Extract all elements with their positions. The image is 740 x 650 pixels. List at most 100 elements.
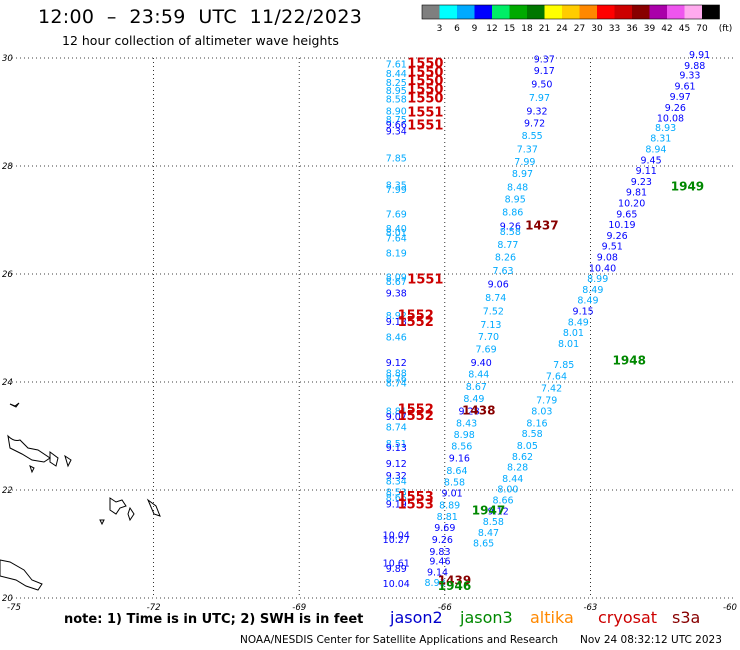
track-value-label: 7.85 — [386, 154, 407, 165]
track-value-label: 1437 — [525, 219, 558, 233]
track-value-label: 1551 — [407, 105, 443, 120]
color-swatch — [649, 5, 667, 19]
longitude-tick-label: -66 — [438, 603, 452, 613]
track-value-label: 8.77 — [497, 240, 518, 251]
page-title: 12:00 – 23:59 UTC 11/22/2023 — [38, 6, 363, 28]
track-value-label: 8.46 — [386, 332, 407, 343]
color-scale-label: 45 — [679, 24, 690, 34]
track-value-label: 9.69 — [434, 523, 455, 534]
track-value-label: 8.67 — [386, 277, 407, 288]
track-value-label: 8.47 — [478, 528, 499, 539]
longitude-tick-label: -69 — [292, 603, 306, 613]
track-value-label: 9.12 — [386, 358, 407, 369]
track-value-label: 8.89 — [439, 500, 460, 511]
track-value-label: 10.04 — [383, 579, 410, 590]
legend-s3a: s3a — [672, 608, 701, 627]
track-value-label: 8.65 — [473, 539, 494, 550]
track-value-label: 9.37 — [534, 54, 555, 65]
track-value-label: 8.35 — [386, 181, 407, 192]
track-value-label: 9.26 — [607, 231, 628, 242]
track-value-label: 9.17 — [534, 66, 555, 77]
color-swatch — [667, 5, 685, 19]
track-value-label: 9.26 — [432, 535, 453, 546]
track-value-label: 9.14 — [427, 567, 448, 578]
track-value-label: 8.00 — [497, 485, 518, 496]
track-value-label: 1553 — [398, 497, 434, 512]
track-value-label: 9.66 — [386, 120, 407, 131]
track-value-label: 8.25 — [386, 78, 407, 89]
color-scale-label: 27 — [574, 24, 585, 34]
track-value-label: 7.37 — [517, 145, 538, 156]
color-swatch — [562, 5, 580, 19]
track-value-label: 8.62 — [512, 452, 533, 463]
color-scale-bar: 3 6 9 12 15 18 21 24 27 30 33 36 39 42 45 70 (ft) — [421, 4, 732, 34]
island-outline — [49, 451, 59, 467]
track-value-label: 1550 — [407, 74, 443, 89]
track-value-label: 7.97 — [529, 93, 550, 104]
track-value-label: 10.20 — [618, 199, 645, 210]
track-value-label: 10.61 — [383, 559, 410, 570]
track-value-label: 7.64 — [386, 234, 407, 245]
latitude-tick-label: 30 — [2, 54, 13, 64]
track-value-label: 9.91 — [689, 50, 710, 61]
track-value-label: 9.34 — [386, 127, 407, 138]
track-value-label: 8.53 — [386, 487, 407, 498]
track-value-label: 8.49 — [463, 394, 484, 405]
track-value-label: 9.32 — [386, 471, 407, 482]
track-value-label: 9.72 — [524, 119, 545, 130]
track-value-label: 8.58 — [386, 94, 407, 105]
track-value-label: 8.95 — [386, 86, 407, 97]
track-value-label: 8.44 — [386, 69, 407, 80]
track-value-label: 10.04 — [383, 531, 410, 542]
color-scale-label: 30 — [591, 24, 603, 34]
color-swatch — [457, 5, 475, 19]
track-value-label: 9.97 — [670, 92, 691, 103]
legend-jason3: jason3 — [460, 608, 513, 627]
color-scale-label: 3 — [437, 24, 443, 34]
track-value-label: 7.99 — [386, 185, 407, 196]
track-value-label: 9.12 — [488, 506, 509, 517]
track-value-label: 9.13 — [386, 443, 407, 454]
track-value-label: 9.50 — [531, 80, 552, 91]
track-value-label: 8.81 — [386, 406, 407, 417]
color-scale-label: 24 — [556, 24, 568, 34]
color-swatch — [527, 5, 545, 19]
color-scale-label: 39 — [644, 24, 656, 34]
credit-line: NOAA/NESDIS Center for Satellite Applica… — [240, 634, 558, 646]
track-value-label: 8.44 — [468, 370, 489, 381]
island-outline — [109, 497, 127, 515]
track-value-label: 8.81 — [437, 512, 458, 523]
track-value-label: 8.97 — [512, 169, 533, 180]
track-value-label: 9.15 — [573, 307, 594, 318]
track-value-label: 8.26 — [495, 253, 516, 264]
track-value-label: 9.26 — [665, 103, 686, 114]
longitude-tick-label: -75 — [7, 603, 21, 613]
track-value-label: 1552 — [398, 308, 434, 323]
track-value-label: 7.70 — [478, 332, 499, 343]
color-swatch — [492, 5, 510, 19]
track-value-label: 8.58 — [500, 227, 521, 238]
track-value-label: 1550 — [407, 57, 443, 72]
track-value-label: 8.49 — [582, 285, 603, 296]
legend-jason2: jason2 — [390, 608, 443, 627]
track-value-label: 9.23 — [631, 177, 652, 188]
track-value-label: 8.66 — [386, 493, 407, 504]
track-value-label: 8.90 — [386, 107, 407, 118]
latitude-tick-label: 22 — [2, 486, 13, 496]
satellite-track-labels: 7.618.448.258.958.588.908.759.669.347.85… — [383, 50, 711, 593]
track-value-label: 7.61 — [386, 60, 407, 71]
track-value-label: 9.11 — [636, 166, 657, 177]
track-value-label: 1948 — [613, 354, 646, 368]
island-outline — [64, 454, 72, 468]
track-value-label: 7.13 — [480, 320, 501, 331]
color-swatch — [702, 5, 720, 19]
track-value-label: 7.52 — [483, 307, 504, 318]
track-value-label: 8.51 — [386, 439, 407, 450]
legend-altika: altika — [530, 608, 574, 627]
color-scale-label: 70 — [696, 24, 708, 34]
track-value-label: 8.74 — [485, 293, 506, 304]
track-value-label: 8.16 — [526, 418, 547, 429]
track-value-label: 10.27 — [383, 535, 410, 546]
track-value-label: 1949 — [671, 179, 704, 193]
track-value-label: 9.19 — [386, 499, 407, 510]
